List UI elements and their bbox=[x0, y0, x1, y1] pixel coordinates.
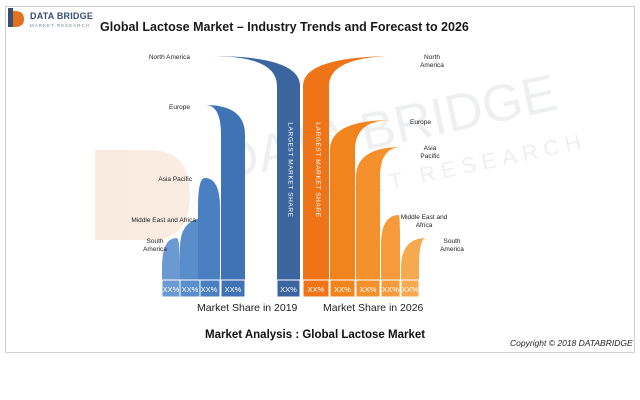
bar-2019-3 bbox=[198, 178, 220, 280]
value-label: XX% bbox=[280, 285, 297, 294]
brand-logo: DATA BRIDGE MARKET RESEARCH bbox=[6, 5, 96, 39]
callout-largest-share: LARGEST MARKET SHARE bbox=[314, 122, 321, 217]
copyright: Copyright © 2018 DATABRIDGE bbox=[510, 338, 633, 348]
series-2026: XX% XX% XX% XX% XX%LARGEST MARKET SHARE bbox=[302, 56, 427, 298]
bar-2026-2 bbox=[330, 120, 392, 280]
value-label: XX% bbox=[402, 285, 419, 294]
watermark-logo-icon bbox=[95, 150, 190, 240]
region-label: Asia Pacific bbox=[158, 176, 192, 183]
bar-2019-5 bbox=[162, 238, 180, 280]
bar-2026-1 bbox=[303, 56, 399, 280]
bar-2019-1 bbox=[211, 56, 300, 280]
bar-2019-2 bbox=[205, 105, 245, 280]
value-label: XX% bbox=[225, 285, 242, 294]
series-2019: XX%XX%XX%XX%XX%LARGEST MARKET SHARE bbox=[161, 56, 301, 298]
series-caption-2019: Market Share in 2019 bbox=[197, 302, 298, 314]
value-label: XX% bbox=[360, 285, 377, 294]
logo-tagline: MARKET RESEARCH bbox=[30, 23, 90, 28]
value-label: XX% bbox=[308, 285, 325, 294]
region-label: Asia Pacific bbox=[420, 145, 440, 160]
value-label: XX% bbox=[163, 285, 180, 294]
bar-2026-5 bbox=[401, 238, 427, 280]
series-caption-2026: Market Share in 2026 bbox=[323, 302, 424, 314]
value-box bbox=[355, 279, 381, 298]
value-box bbox=[276, 279, 301, 298]
bar-2026-4 bbox=[381, 215, 400, 280]
region-label: Europe bbox=[410, 119, 431, 126]
region-label: North America bbox=[149, 54, 191, 61]
value-box bbox=[380, 279, 401, 298]
region-label: Middle East and Africa bbox=[401, 214, 448, 229]
value-box bbox=[400, 279, 420, 298]
region-label: North America bbox=[420, 54, 444, 69]
bar-2026-3 bbox=[356, 147, 402, 280]
value-label: XX% bbox=[182, 285, 199, 294]
chart-title: Global Lactose Market – Industry Trends … bbox=[100, 20, 469, 34]
region-label: South America bbox=[440, 238, 464, 253]
value-box bbox=[220, 279, 246, 298]
region-label: Europe bbox=[169, 104, 190, 111]
value-box bbox=[161, 279, 181, 298]
logo-icon bbox=[8, 8, 24, 27]
value-label: XX% bbox=[201, 285, 218, 294]
value-label: XX% bbox=[334, 285, 351, 294]
callout-largest-share: LARGEST MARKET SHARE bbox=[287, 122, 294, 217]
value-label: XX% bbox=[382, 285, 399, 294]
value-box bbox=[329, 279, 356, 298]
region-label: South America bbox=[143, 238, 167, 253]
logo-name: DATA BRIDGE bbox=[30, 11, 94, 21]
value-box bbox=[302, 279, 330, 298]
region-label: Middle East and Africa bbox=[131, 217, 196, 224]
footer-title: Market Analysis : Global Lactose Market bbox=[205, 329, 426, 341]
